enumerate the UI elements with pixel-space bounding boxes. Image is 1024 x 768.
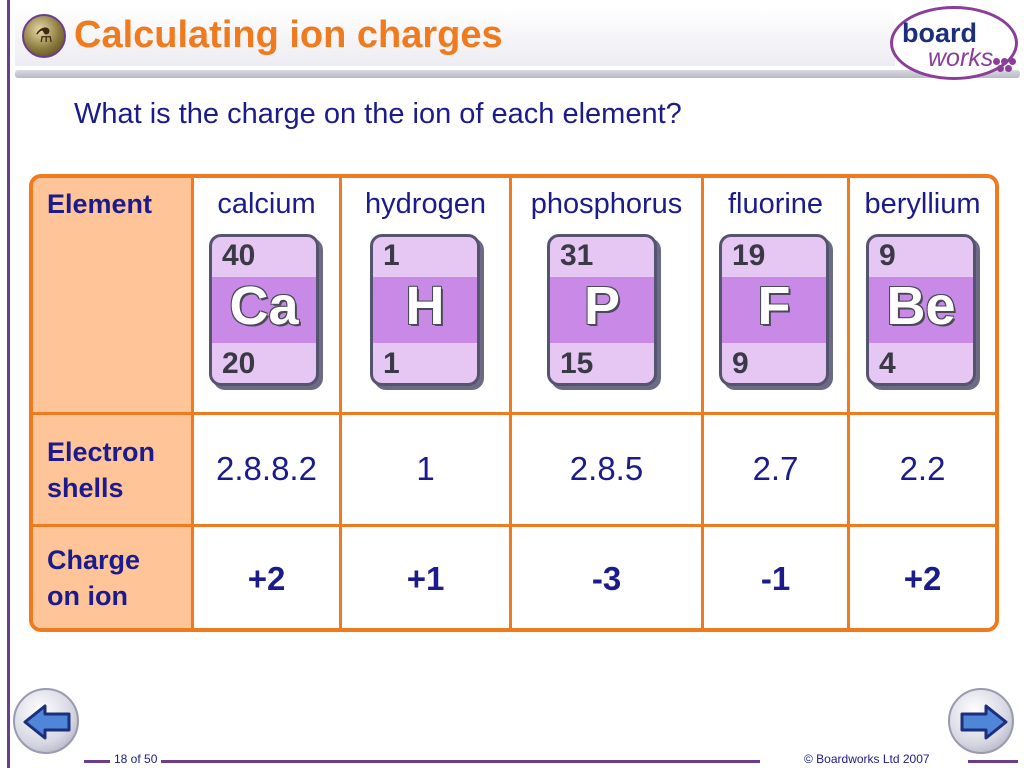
question-text: What is the charge on the ion of each el… xyxy=(74,98,682,130)
copyright-text: © Boardworks Ltd 2007 xyxy=(800,752,934,766)
element-tile-beryllium: 9 Be 4 xyxy=(866,234,980,390)
row-divider xyxy=(33,412,995,415)
mass-number: 19 xyxy=(732,239,766,272)
element-tile-fluorine: 19 F 9 xyxy=(719,234,833,390)
charge-calcium: +2 xyxy=(247,560,286,597)
left-frame-line xyxy=(7,0,10,768)
shells-phosphorus: 2.8.5 xyxy=(569,450,644,487)
ion-charge-table: Element Electron shells Charge on ion ca… xyxy=(29,174,999,632)
mass-number: 31 xyxy=(560,239,594,272)
chapter-logo-icon: ⚗ xyxy=(22,14,66,58)
element-name-calcium: calcium xyxy=(217,188,316,220)
row-header-electron: Electron xyxy=(47,437,156,467)
shells-calcium: 2.8.8.2 xyxy=(216,450,317,487)
atomic-number: 15 xyxy=(560,347,594,380)
column-divider xyxy=(847,178,850,628)
element-tile-phosphorus: 31 P 15 xyxy=(547,234,661,390)
mass-number: 1 xyxy=(383,239,400,272)
element-name-hydrogen: hydrogen xyxy=(365,188,486,220)
charge-phosphorus: -3 xyxy=(591,560,622,597)
mass-number: 9 xyxy=(879,239,896,272)
header-bar xyxy=(15,8,895,66)
column-divider xyxy=(339,178,342,628)
logo-dots-icon xyxy=(993,58,1017,72)
footer-line xyxy=(968,760,1018,763)
atomic-number: 1 xyxy=(383,347,400,380)
column-divider xyxy=(701,178,704,628)
element-name-beryllium: beryllium xyxy=(864,188,981,220)
row-header-shells: shells xyxy=(47,473,124,503)
element-tile-calcium: 40 Ca 20 xyxy=(209,234,323,390)
charge-beryllium: +2 xyxy=(903,560,942,597)
logo-board-text: board xyxy=(902,18,978,48)
element-symbol: Be xyxy=(886,276,956,336)
left-arrow-icon xyxy=(23,704,71,740)
atomic-number: 9 xyxy=(732,347,749,380)
row-divider xyxy=(33,524,995,527)
column-divider xyxy=(509,178,512,628)
charge-fluorine: -1 xyxy=(760,560,791,597)
logo-oval xyxy=(890,6,1018,80)
logo-works-text: works xyxy=(928,44,994,72)
column-divider xyxy=(191,178,194,628)
element-symbol: F xyxy=(757,276,791,336)
row-header-on-ion: on ion xyxy=(47,581,128,611)
atomic-number: 20 xyxy=(222,347,256,380)
element-symbol: H xyxy=(405,276,445,336)
previous-slide-button[interactable] xyxy=(13,688,79,754)
mass-number: 40 xyxy=(222,239,256,272)
element-symbol: Ca xyxy=(229,276,299,336)
boardworks-logo: board works xyxy=(890,6,1020,82)
next-slide-button[interactable] xyxy=(948,688,1014,754)
charge-hydrogen: +1 xyxy=(406,560,445,597)
page-number: 18 of 50 xyxy=(110,752,162,766)
right-arrow-icon xyxy=(960,704,1008,740)
shells-beryllium: 2.2 xyxy=(899,450,946,487)
element-symbol: P xyxy=(583,276,621,336)
header-underline xyxy=(15,70,1020,78)
shells-fluorine: 2.7 xyxy=(752,450,799,487)
header-column xyxy=(33,178,191,628)
row-header-element: Element xyxy=(47,189,153,219)
element-name-fluorine: fluorine xyxy=(727,188,824,220)
element-tile-hydrogen: 1 H 1 xyxy=(370,234,484,390)
element-name-phosphorus: phosphorus xyxy=(530,188,683,220)
atomic-number: 4 xyxy=(879,347,896,380)
footer-line xyxy=(84,760,760,763)
row-header-charge: Charge xyxy=(47,545,141,575)
page-title: Calculating ion charges xyxy=(74,14,503,56)
shells-hydrogen: 1 xyxy=(416,450,435,487)
